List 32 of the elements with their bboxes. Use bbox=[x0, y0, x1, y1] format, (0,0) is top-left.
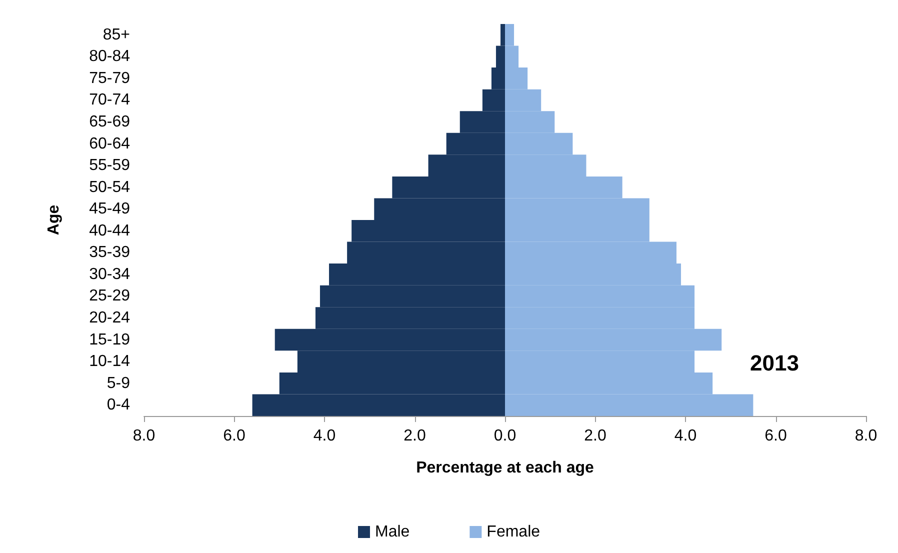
y-tick-label: 25-29 bbox=[89, 288, 130, 305]
y-tick-label: 35-39 bbox=[89, 244, 130, 262]
y-tick-label: 0-4 bbox=[106, 396, 130, 414]
x-tick-label: 8.0 bbox=[132, 428, 156, 444]
y-tick-label: 50-54 bbox=[89, 178, 130, 196]
x-tick-label: 2.0 bbox=[584, 428, 606, 444]
y-tick-label: 30-34 bbox=[89, 266, 130, 283]
y-tick-label: 10-14 bbox=[89, 353, 130, 370]
x-tick-label: 8.0 bbox=[854, 428, 878, 444]
y-tick-label: 40-44 bbox=[89, 222, 130, 240]
x-tick-label: 2.0 bbox=[404, 428, 426, 444]
y-tick-label: 20-24 bbox=[89, 310, 130, 326]
y-axis-title: Age bbox=[46, 204, 62, 236]
y-tick-label: 60-64 bbox=[89, 135, 130, 152]
legend-label: Male bbox=[374, 524, 410, 540]
y-tick-label: 80-84 bbox=[89, 48, 130, 66]
y-tick-label: 85+ bbox=[102, 26, 130, 44]
x-axis-title: Percentage at each age bbox=[416, 460, 594, 476]
x-tick-label: 0.0 bbox=[494, 428, 516, 444]
y-tick-label: 70-74 bbox=[89, 92, 130, 109]
y-tick-label: 45-49 bbox=[89, 200, 130, 218]
y-tick-label: 55-59 bbox=[89, 157, 130, 174]
x-tick-label: 6.0 bbox=[223, 428, 246, 444]
legend-label: Female bbox=[486, 524, 540, 540]
y-tick-label: 65-69 bbox=[89, 114, 130, 130]
x-tick-label: 4.0 bbox=[313, 428, 336, 444]
y-tick-label: 75-79 bbox=[89, 70, 130, 87]
y-tick-label: 5-9 bbox=[106, 374, 130, 392]
x-tick-label: 4.0 bbox=[674, 428, 697, 444]
y-tick-label: 15-19 bbox=[89, 331, 130, 348]
x-tick-label: 6.0 bbox=[764, 428, 787, 444]
annotation: 2013 bbox=[750, 350, 799, 376]
